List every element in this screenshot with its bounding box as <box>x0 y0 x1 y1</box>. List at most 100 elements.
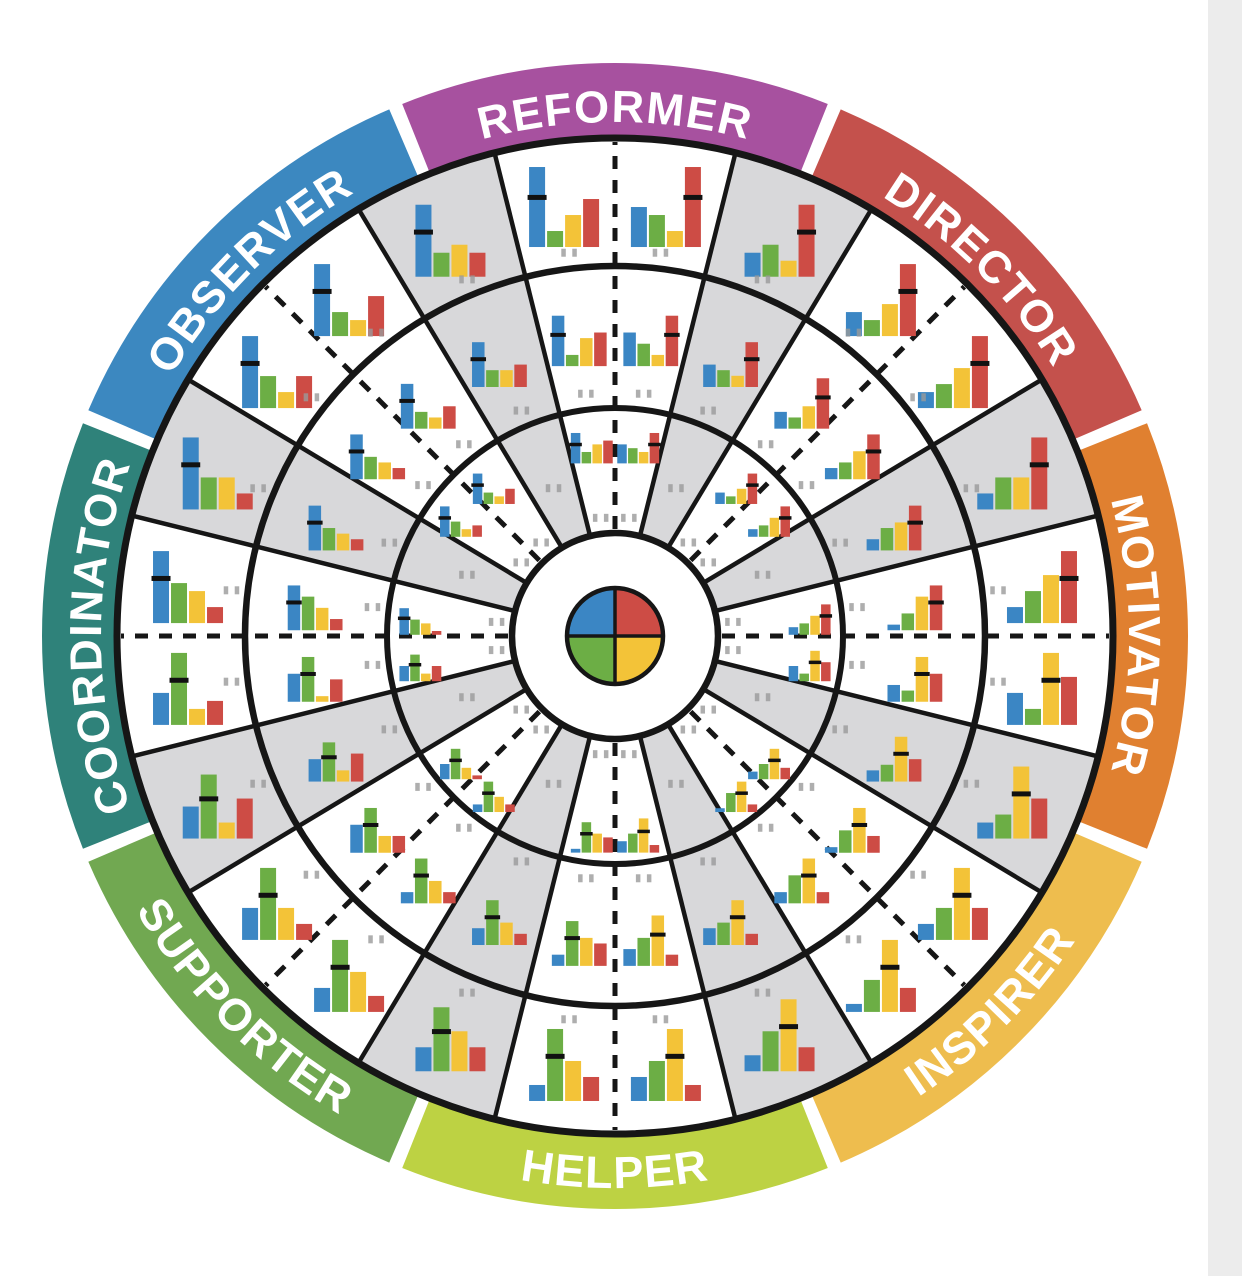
segment-arc-inspirer[interactable] <box>812 833 1142 1163</box>
green-bar <box>995 477 1012 510</box>
red-bar <box>583 1076 600 1101</box>
segment-arc-coordinator[interactable] <box>42 423 150 849</box>
marker-line <box>413 873 429 878</box>
green-bar <box>414 858 428 904</box>
boundary-wedge-ticks-inspirer-helper <box>668 779 684 788</box>
blue-bar <box>715 808 725 813</box>
marker-line <box>893 751 909 756</box>
mini-chart-boundary-helper-supporter-ring2 <box>472 900 527 946</box>
mini-chart-helper-ring1-next <box>529 1028 600 1101</box>
mini-chart-supporter-ring2-next-ticks <box>415 782 431 791</box>
green-bar <box>1024 708 1041 725</box>
marker-line <box>408 662 422 667</box>
mini-chart-supporter-ring3-next-ticks <box>513 705 529 714</box>
blue-bar <box>314 987 331 1012</box>
marker-line <box>743 357 760 362</box>
blue-bar <box>399 666 409 682</box>
mini-chart-inspirer-ring2-prev-ticks <box>798 782 815 791</box>
yellow-bar <box>461 767 472 780</box>
blue-bar <box>350 824 363 853</box>
red-bar <box>747 804 758 813</box>
segment-arc-supporter[interactable] <box>88 833 418 1163</box>
mini-chart-boundary-reformer-director-ring2-ticks <box>700 406 716 415</box>
yellow-bar <box>953 368 970 409</box>
mini-chart-boundary-director-motivator-ring2 <box>866 505 923 551</box>
green-bar <box>628 448 638 464</box>
marker-line <box>664 332 680 337</box>
blue-bar <box>415 204 432 277</box>
marker-line <box>898 288 918 294</box>
green-bar <box>301 596 315 631</box>
mini-chart-director-ring1-next <box>917 336 990 409</box>
mini-chart-reformer-ring3-next <box>617 432 661 464</box>
blue-bar <box>703 364 716 387</box>
marker-line <box>564 936 580 941</box>
green-bar <box>726 793 736 813</box>
mini-chart-coordinator-ring2-next <box>286 585 343 631</box>
mini-chart-helper-ring3-prev <box>617 818 660 853</box>
boundary-wedge-ticks-supporter-coordinator <box>459 693 475 702</box>
mini-chart-boundary-observer-reformer-ring2 <box>470 342 527 387</box>
marker-line <box>286 600 302 605</box>
marker-line <box>330 964 350 970</box>
yellow-bar <box>915 656 929 702</box>
yellow-bar <box>315 607 329 631</box>
green-bar <box>648 1060 665 1101</box>
green-bar <box>364 456 377 480</box>
boundary-wedge-director-motivator <box>703 379 1099 612</box>
yellow-bar <box>218 822 235 839</box>
red-bar <box>1031 437 1048 510</box>
yellow-bar <box>802 858 816 904</box>
red-bar <box>747 473 758 504</box>
blue-bar <box>630 1076 647 1101</box>
radial-line <box>186 687 528 895</box>
mini-chart-helper-ring3-next-ticks <box>592 750 609 759</box>
marker-line <box>637 829 650 834</box>
blue-bar <box>1006 607 1023 624</box>
green-bar <box>200 774 217 839</box>
marker-line <box>819 614 833 618</box>
radial-line <box>702 687 1044 895</box>
mini-chart-boundary-observer-reformer-ring1-ticks <box>459 275 475 284</box>
segment-arc-director[interactable] <box>812 109 1142 439</box>
green-bar <box>839 462 852 480</box>
blue-bar <box>551 315 565 367</box>
mini-chart-director-ring1-prev <box>845 264 918 337</box>
green-bar <box>483 781 494 813</box>
blue-bar <box>570 432 581 464</box>
green-bar <box>171 652 188 725</box>
segment-arc-observer[interactable] <box>88 109 418 439</box>
segment-arc-helper[interactable] <box>402 1101 828 1209</box>
green-bar <box>762 1031 779 1072</box>
mini-chart-coordinator-ring1-prev-ticks <box>223 677 240 686</box>
yellow-bar <box>494 496 504 504</box>
yellow-bar <box>780 999 797 1072</box>
blue-bar <box>866 539 880 551</box>
mini-chart-observer-ring2-next <box>399 383 456 429</box>
blue-bar <box>824 847 838 853</box>
blue-bar <box>440 506 450 537</box>
blue-bar <box>788 666 799 682</box>
yellow-bar <box>651 915 665 966</box>
mini-chart-boundary-helper-supporter-ring1 <box>415 1007 486 1072</box>
mini-chart-reformer-ring3-prev-ticks <box>592 513 609 522</box>
blue-bar <box>917 392 934 409</box>
mini-chart-reformer-ring1-next-ticks <box>652 248 669 257</box>
mini-chart-inspirer-ring2-next-ticks <box>757 823 774 832</box>
mini-chart-helper-ring3-next <box>570 822 613 853</box>
red-bar <box>472 775 482 780</box>
yellow-bar <box>638 818 649 853</box>
marker-line <box>484 915 501 920</box>
segment-arc-reformer[interactable] <box>402 63 828 171</box>
marker-line <box>808 660 822 665</box>
marker-line <box>449 758 462 763</box>
segment-arc-motivator[interactable] <box>1080 423 1188 849</box>
marker-line <box>399 398 415 403</box>
marker-line <box>151 575 171 581</box>
segment-label-helper: HELPER <box>518 1139 712 1198</box>
mini-chart-director-ring3-prev-ticks <box>680 538 697 547</box>
mini-chart-director-ring3-next <box>748 506 792 537</box>
radial-line <box>356 207 564 549</box>
radial-line <box>356 723 564 1065</box>
yellow-bar <box>810 650 820 682</box>
